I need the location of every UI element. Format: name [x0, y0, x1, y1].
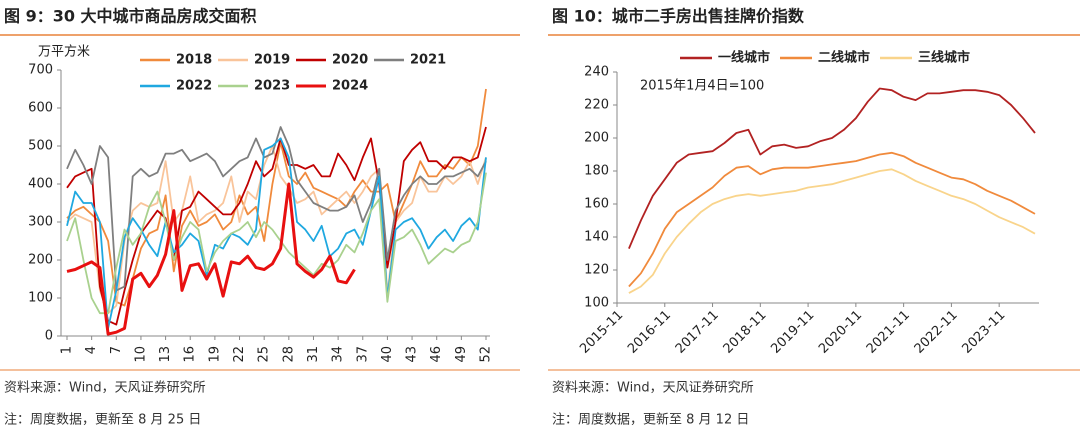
x-tick-label: 2023-11	[959, 308, 1008, 357]
x-tick-label: 49	[454, 346, 469, 363]
x-tick-label: 16	[183, 346, 198, 363]
note: 注：周度数据，更新至 8 月 12 日	[552, 412, 749, 428]
series-line	[66, 137, 487, 330]
legend-label: 三线城市	[918, 50, 970, 66]
x-tick-label: 2019-11	[768, 308, 817, 357]
x-tick-label: 22	[232, 346, 247, 363]
y-tick-label: 0	[45, 329, 53, 344]
chart-title: 图 9：30 大中城市商品房成交面积	[4, 7, 257, 26]
legend-label: 2018	[176, 53, 212, 68]
annotation: 2015年1月4日=100	[640, 79, 764, 94]
legend-label: 2022	[176, 79, 212, 94]
y-tick-label: 700	[28, 63, 53, 78]
y-tick-label: 140	[584, 230, 609, 245]
legend-label: 2024	[332, 79, 368, 94]
x-tick-label: 2018-11	[721, 308, 770, 357]
x-tick-label: 52	[479, 346, 494, 363]
source: 资料来源：Wind，天风证券研究所	[4, 380, 206, 396]
y-axis-label: 万平方米	[38, 44, 90, 60]
x-tick-label: 46	[429, 346, 444, 363]
series-line	[66, 126, 487, 326]
x-tick-label: 31	[306, 346, 321, 363]
y-tick-label: 400	[28, 177, 53, 192]
x-tick-label: 10	[133, 346, 148, 363]
x-tick-label: 43	[405, 346, 420, 363]
x-tick-label: 2016-11	[625, 308, 674, 357]
x-tick-label: 7	[109, 346, 124, 354]
legend-label: 2023	[254, 79, 290, 94]
y-tick-label: 300	[28, 215, 53, 230]
series-line	[628, 87, 1036, 249]
y-tick-label: 180	[584, 164, 609, 179]
y-tick-label: 160	[584, 197, 609, 212]
y-tick-label: 200	[584, 131, 609, 146]
series-line	[66, 145, 487, 315]
series-line	[628, 168, 1036, 294]
x-tick-label: 40	[380, 346, 395, 363]
x-tick-label: 28	[281, 346, 296, 363]
x-tick-label: 13	[158, 346, 173, 363]
x-tick-label: 2017-11	[673, 308, 722, 357]
x-tick-label: 1	[60, 346, 75, 354]
x-tick-label: 25	[257, 346, 272, 363]
x-tick-label: 2020-11	[816, 308, 865, 357]
y-tick-label: 120	[584, 263, 609, 278]
x-tick-label: 2022-11	[912, 308, 961, 357]
y-tick-label: 240	[584, 65, 609, 80]
y-tick-label: 600	[28, 101, 53, 116]
series-line	[66, 182, 356, 336]
x-tick-label: 19	[207, 346, 222, 363]
chart-title: 图 10：城市二手房出售挂牌价指数	[552, 7, 805, 26]
series-line	[66, 172, 487, 315]
series-line	[66, 126, 487, 292]
legend-label: 一线城市	[718, 50, 770, 66]
y-tick-label: 100	[584, 296, 609, 311]
legend-label: 二线城市	[818, 50, 870, 66]
legend-label: 2021	[410, 53, 446, 68]
x-tick-label: 2015-11	[577, 308, 626, 357]
x-tick-label: 4	[84, 346, 99, 354]
note: 注：周度数据，更新至 8 月 25 日	[4, 412, 201, 428]
legend-label: 2019	[254, 53, 290, 68]
x-tick-label: 37	[355, 346, 370, 363]
x-tick-label: 2021-11	[864, 308, 913, 357]
y-tick-label: 500	[28, 139, 53, 154]
y-tick-label: 200	[28, 253, 53, 268]
legend-label: 2020	[332, 53, 368, 68]
series-line	[628, 151, 1036, 288]
y-tick-label: 100	[28, 291, 53, 306]
x-tick-label: 34	[331, 346, 346, 363]
source: 资料来源：Wind，天风证券研究所	[552, 380, 754, 396]
y-tick-label: 220	[584, 98, 609, 113]
